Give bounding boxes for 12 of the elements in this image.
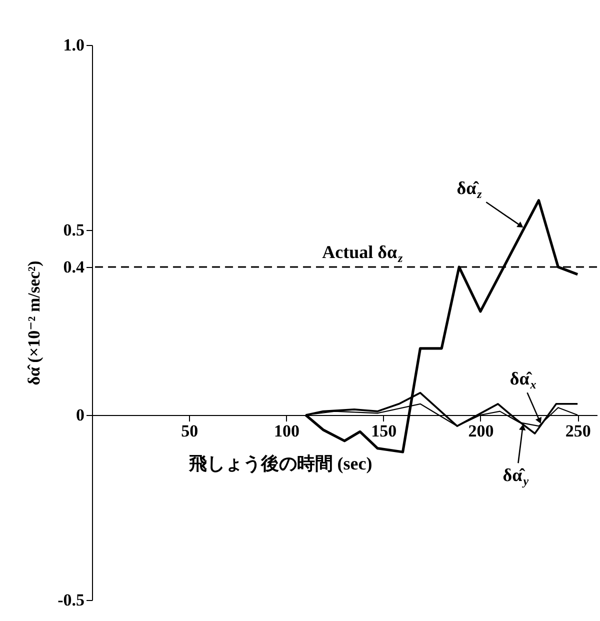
y-tick-label: 0.4 (63, 258, 85, 276)
y-tick-label: 0 (76, 406, 84, 424)
x-tick-label: 50 (181, 422, 198, 440)
y-tick-label: 1.0 (63, 36, 84, 54)
y-tick-label: 0.5 (63, 220, 84, 240)
x-tick-label: 250 (565, 422, 591, 440)
x-axis-title: 飛しょう後の時間 (sec) (188, 454, 372, 474)
x-tick-label: 100 (274, 422, 300, 440)
y-tick-label: -0.5 (58, 590, 84, 610)
x-tick-label: 200 (468, 422, 494, 440)
x-tick-label: 150 (371, 422, 397, 440)
y-axis-title: δα̂ (×10⁻² m/sec²) (24, 260, 44, 386)
